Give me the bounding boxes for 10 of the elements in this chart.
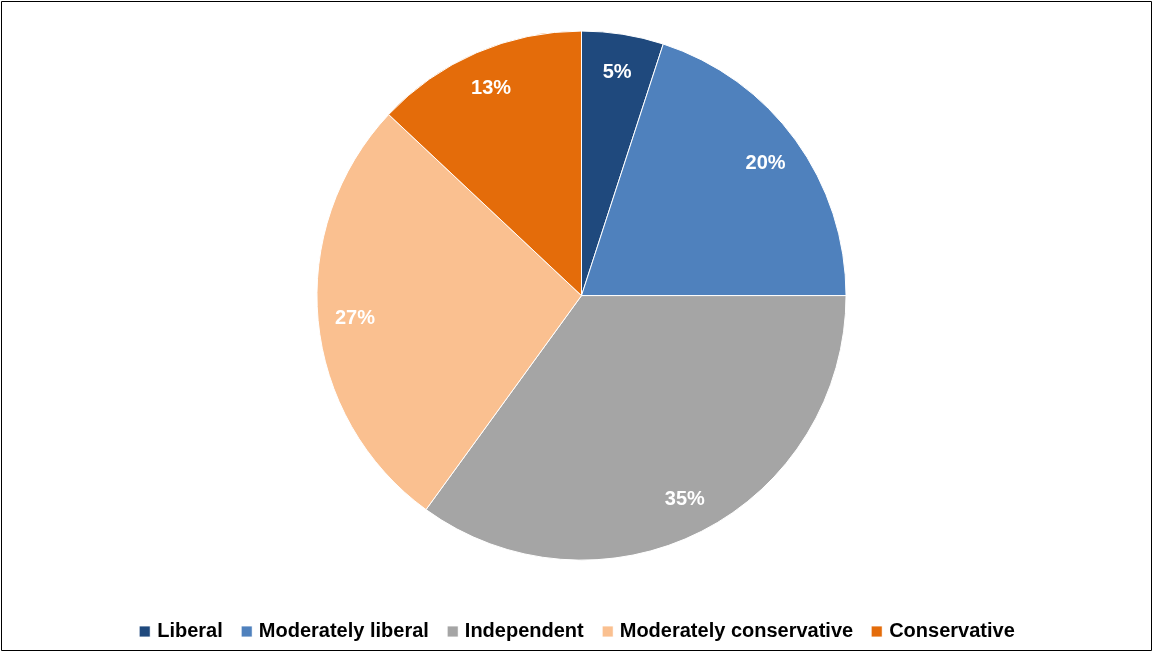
data-label: 20%	[745, 151, 786, 174]
data-label: 27%	[334, 305, 376, 328]
data-label: 35%	[664, 487, 706, 510]
legend-label: Moderately conservative	[619, 619, 854, 642]
data-label: 5%	[602, 60, 632, 83]
legend-label: Moderately liberal	[258, 619, 429, 642]
legend-label: Independent	[464, 619, 584, 642]
legend-label: Conservative	[889, 619, 1015, 642]
legend-label: Liberal	[157, 619, 223, 642]
data-label: 13%	[471, 76, 512, 99]
